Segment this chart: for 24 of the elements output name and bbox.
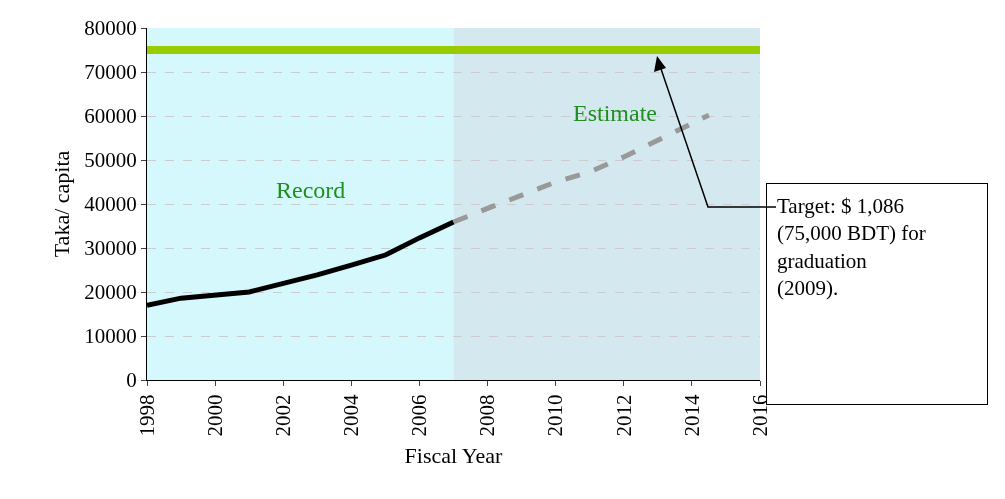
y-tick-label: 70000 xyxy=(84,60,137,85)
x-tick-label: 2012 xyxy=(611,394,636,437)
y-tick-label: 30000 xyxy=(84,236,137,261)
band-label: Estimate xyxy=(573,100,657,126)
x-tick-label: 2002 xyxy=(271,394,296,437)
text: Target: $ 1,086 (75,000 BDT) for graduation (2009). xyxy=(777,194,926,300)
y-tick-label: 60000 xyxy=(84,104,137,129)
band-label: Record xyxy=(276,177,346,203)
y-tick-label: 10000 xyxy=(84,324,137,349)
x-tick-label: 2014 xyxy=(679,393,704,437)
y-tick-label: 80000 xyxy=(84,16,137,41)
x-tick-label: 2010 xyxy=(543,394,568,437)
x-tick-label: 1998 xyxy=(134,394,159,437)
y-tick-label: 40000 xyxy=(84,192,137,217)
x-tick-label: 2004 xyxy=(339,393,364,437)
y-tick-label: 0 xyxy=(126,368,137,393)
x-tick-label: 2006 xyxy=(407,394,432,437)
x-tick-label: 2016 xyxy=(747,394,772,437)
y-tick-label: 50000 xyxy=(84,148,137,173)
x-tick-label: 2000 xyxy=(202,394,227,437)
x-tick-label: 2008 xyxy=(475,394,500,437)
y-tick-label: 20000 xyxy=(84,280,137,305)
x-axis-title: Fiscal Year xyxy=(404,443,504,469)
y-axis-title: Taka/ capita xyxy=(49,150,75,258)
